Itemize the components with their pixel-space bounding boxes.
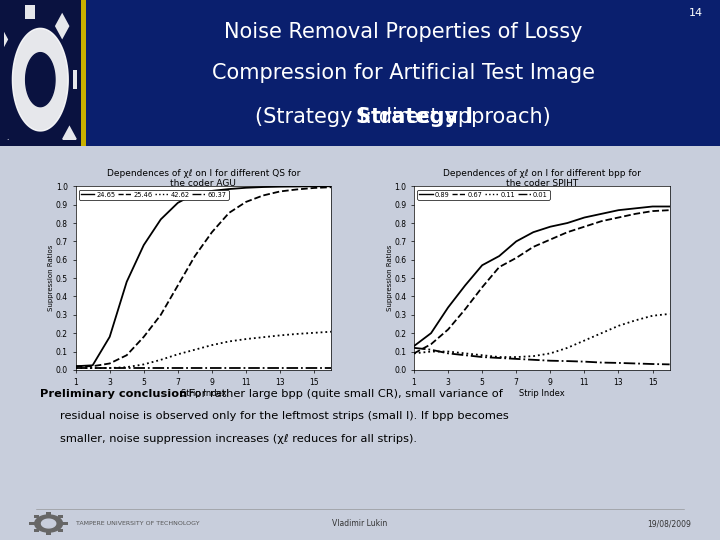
- Y-axis label: Suppression Ratios: Suppression Ratios: [48, 245, 55, 311]
- Text: Dependences of χℓ on l for different bpp for: Dependences of χℓ on l for different bpp…: [443, 169, 641, 178]
- Bar: [35, 515, 40, 518]
- Text: smaller, noise suppression increases (χℓ reduces for all strips).: smaller, noise suppression increases (χℓ…: [60, 434, 417, 444]
- Legend: 24.65, 25.46, 42.62, 60.37: 24.65, 25.46, 42.62, 60.37: [79, 190, 229, 200]
- X-axis label: Strip Index: Strip Index: [181, 389, 226, 399]
- Bar: [1, 139, 15, 165]
- Bar: [58, 515, 63, 518]
- Bar: [0, 26, 8, 53]
- Bar: [55, 13, 69, 39]
- Polygon shape: [26, 53, 55, 106]
- Text: Preliminary conclusion: Preliminary conclusion: [40, 389, 187, 399]
- Bar: [46, 532, 51, 535]
- Text: residual noise is observed only for the leftmost strips (small l). If bpp become: residual noise is observed only for the …: [60, 411, 508, 422]
- Text: : For rather large bpp (quite small CR), small variance of: : For rather large bpp (quite small CR),…: [181, 389, 503, 399]
- Text: 19/08/2009: 19/08/2009: [647, 519, 691, 528]
- Bar: [58, 529, 63, 532]
- Polygon shape: [12, 29, 68, 131]
- Bar: [35, 529, 40, 532]
- Y-axis label: Suppression Ratios: Suppression Ratios: [387, 245, 393, 311]
- Bar: [62, 125, 77, 152]
- Polygon shape: [42, 519, 55, 528]
- Bar: [35, 159, 45, 178]
- Legend: 0.89, 0.67, 0.11, 0.01: 0.89, 0.67, 0.11, 0.01: [418, 190, 549, 200]
- X-axis label: Strip Index: Strip Index: [519, 389, 564, 399]
- Polygon shape: [35, 515, 63, 532]
- Text: (Strategy I: direct approach): (Strategy I: direct approach): [256, 106, 551, 127]
- Bar: [30, 522, 35, 525]
- Bar: [63, 522, 68, 525]
- Bar: [73, 70, 84, 89]
- Text: TAMPERE UNIVERSITY OF TECHNOLOGY: TAMPERE UNIVERSITY OF TECHNOLOGY: [76, 521, 199, 526]
- Text: the coder SPIHT: the coder SPIHT: [505, 179, 578, 188]
- Bar: [46, 512, 51, 515]
- Text: 14: 14: [689, 8, 703, 18]
- Text: Compression for Artificial Test Image: Compression for Artificial Test Image: [212, 63, 595, 83]
- Text: Strategy I: Strategy I: [356, 106, 474, 127]
- Text: Vladimir Lukin: Vladimir Lukin: [333, 519, 387, 528]
- Text: the coder AGU: the coder AGU: [171, 179, 236, 188]
- Bar: [25, 0, 35, 19]
- Text: Dependences of χℓ on l for different QS for: Dependences of χℓ on l for different QS …: [107, 169, 300, 178]
- Text: Noise Removal Properties of Lossy: Noise Removal Properties of Lossy: [224, 22, 582, 42]
